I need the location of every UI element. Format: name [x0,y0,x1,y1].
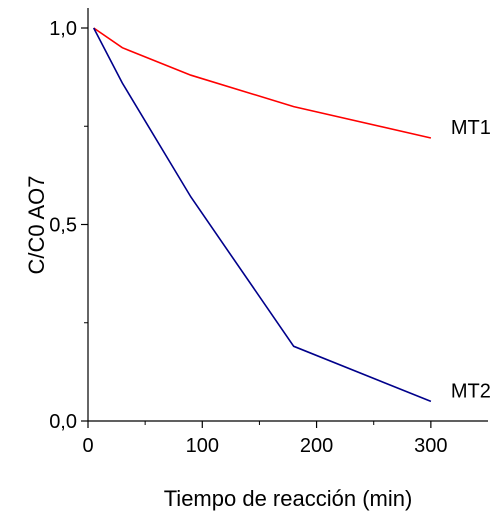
y-tick-label: 0,5 [49,215,77,237]
x-tick-label: 100 [186,435,219,457]
y-tick-label: 1,0 [49,18,77,40]
x-tick-label: 300 [414,435,447,457]
series-line-mt1 [93,27,432,139]
ticks: 0 100 200 300 0,0 0,5 1,0 [49,18,447,457]
y-axis-title: C/C0 AO7 [24,175,49,274]
series-lines: MT1 MT2 [92,27,491,403]
series-label-mt1: MT1 [451,117,491,139]
y-tick-label: 0,0 [49,411,77,433]
axes [87,8,488,422]
x-tick-label: 200 [300,435,333,457]
series-label-mt2: MT2 [451,380,491,402]
series-line-mt2 [92,27,432,403]
x-axis-title: Tiempo de reacción (min) [164,486,413,511]
x-tick-label: 0 [82,435,93,457]
